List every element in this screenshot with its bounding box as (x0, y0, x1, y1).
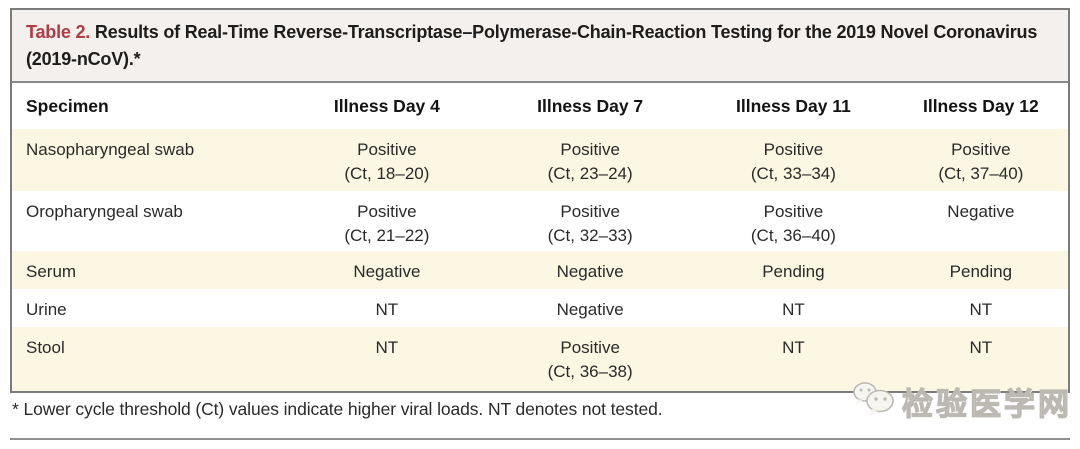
watermark: 检验医学网 (850, 379, 1072, 424)
result-cell: NT (375, 300, 399, 319)
table-row: Nasopharyngeal swab Positive (Ct, 18–20)… (12, 129, 1068, 191)
column-header-day7: Illness Day 7 (487, 83, 694, 129)
result-cell: Positive (Ct, 23–24) (547, 140, 633, 183)
result-cell: Negative (353, 262, 421, 281)
result-cell: Positive (Ct, 18–20) (344, 140, 430, 183)
table-header-row: Specimen Illness Day 4 Illness Day 7 Ill… (12, 83, 1068, 129)
result-cell: Negative (947, 202, 1015, 221)
result-cell: NT (969, 300, 993, 319)
result-cell: Negative (556, 262, 624, 281)
result-cell: NT (782, 338, 805, 357)
specimen-cell: Urine (26, 300, 67, 319)
column-header-specimen: Specimen (12, 83, 287, 129)
result-cell: Positive (Ct, 37–40) (938, 140, 1024, 183)
table-row: Stool NT Positive (Ct, 36–38) NT NT (12, 327, 1068, 391)
specimen-cell: Stool (26, 338, 65, 357)
specimen-cell: Nasopharyngeal swab (26, 140, 195, 159)
result-cell: Positive (Ct, 21–22) (344, 202, 430, 245)
bottom-divider (10, 438, 1070, 440)
specimen-cell: Oropharyngeal swab (26, 202, 183, 221)
watermark-text: 检验医学网 (901, 386, 1072, 422)
result-cell: NT (969, 338, 993, 357)
result-cell: Pending (762, 262, 825, 281)
chat-bubbles-icon (850, 380, 898, 423)
specimen-cell: Serum (26, 262, 77, 281)
result-cell: Positive (Ct, 36–40) (750, 202, 836, 245)
table-title: Table 2. Results of Real-Time Reverse-Tr… (12, 10, 1068, 83)
result-cell: Positive (Ct, 36–38) (547, 338, 633, 381)
table-title-text: Results of Real-Time Reverse-Transcripta… (26, 22, 1038, 69)
result-cell: Positive (Ct, 33–34) (750, 140, 836, 183)
table-container: Table 2. Results of Real-Time Reverse-Tr… (10, 8, 1070, 393)
result-cell: NT (375, 338, 399, 357)
column-header-day4: Illness Day 4 (286, 83, 488, 129)
table-row: Urine NT Negative NT NT (12, 289, 1068, 327)
table-row: Oropharyngeal swab Positive (Ct, 21–22) … (12, 191, 1068, 251)
results-table: Specimen Illness Day 4 Illness Day 7 Ill… (12, 83, 1068, 391)
result-cell: NT (782, 300, 805, 319)
result-cell: Negative (556, 300, 624, 319)
result-cell: Pending (949, 262, 1013, 281)
result-cell: Positive (Ct, 32–33) (547, 202, 633, 245)
column-header-day11: Illness Day 11 (693, 83, 894, 129)
table-footnote: * Lower cycle threshold (Ct) values indi… (12, 399, 663, 419)
column-header-day12: Illness Day 12 (893, 83, 1068, 129)
table-row: Serum Negative Negative Pending Pending (12, 251, 1068, 289)
table-number-label: Table 2. (26, 22, 91, 42)
